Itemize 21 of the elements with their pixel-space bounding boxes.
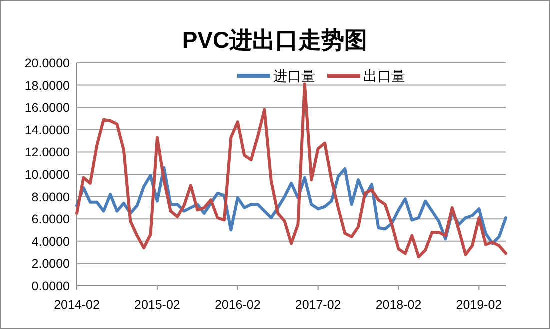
y-tick-label: 16.0000 (24, 101, 70, 116)
line-series (76, 82, 508, 259)
y-tick-label: 18.0000 (24, 78, 70, 93)
x-tick-label: 2014-02 (54, 298, 100, 312)
y-tick-label: 10.0000 (24, 168, 70, 182)
y-tick-label: 20.0000 (24, 56, 70, 70)
y-tick-label: 0.0000 (32, 280, 70, 294)
x-tick-label: 2017-02 (295, 298, 342, 312)
y-tick-label: 4.0000 (32, 234, 70, 249)
y-tick-label: 6.0000 (32, 212, 70, 227)
chart-title: PVC进出口走势图 (182, 27, 368, 53)
y-tick-label: 8.0000 (32, 190, 70, 204)
legend-label: 出口量 (364, 68, 406, 84)
y-tick-label: 12.0000 (24, 146, 70, 160)
legend-label: 进口量 (274, 68, 316, 84)
x-tick-label: 2018-02 (376, 298, 422, 312)
y-tick-label: 2.0000 (32, 257, 70, 272)
x-tick-label: 2016-02 (214, 298, 261, 312)
y-tick-label: 14.0000 (24, 123, 70, 138)
x-tick-label: 2019-02 (456, 298, 502, 312)
x-tick-label: 2015-02 (134, 298, 180, 312)
